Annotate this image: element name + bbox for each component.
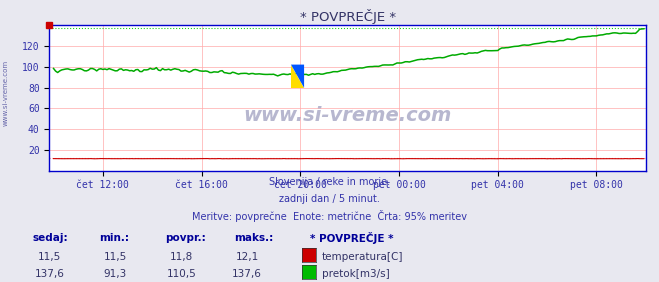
Polygon shape [291, 65, 304, 88]
Text: * POVPREČJE *: * POVPREČJE * [310, 232, 393, 244]
Text: 91,3: 91,3 [103, 268, 127, 279]
Text: 137,6: 137,6 [232, 268, 262, 279]
Text: Slovenija / reke in morje.: Slovenija / reke in morje. [269, 177, 390, 187]
Title: * POVPREČJE *: * POVPREČJE * [300, 9, 395, 24]
Text: sedaj:: sedaj: [33, 233, 69, 243]
Text: min.:: min.: [99, 233, 129, 243]
Text: Meritve: povprečne  Enote: metrične  Črta: 95% meritev: Meritve: povprečne Enote: metrične Črta:… [192, 210, 467, 222]
Text: temperatura[C]: temperatura[C] [322, 252, 403, 262]
Text: 137,6: 137,6 [34, 268, 65, 279]
Text: maks.:: maks.: [234, 233, 273, 243]
Polygon shape [291, 65, 304, 88]
Text: 11,5: 11,5 [38, 252, 61, 262]
Text: 11,8: 11,8 [169, 252, 193, 262]
Text: pretok[m3/s]: pretok[m3/s] [322, 268, 389, 279]
Text: povpr.:: povpr.: [165, 233, 206, 243]
Text: 110,5: 110,5 [166, 268, 196, 279]
Text: 11,5: 11,5 [103, 252, 127, 262]
Text: www.si-vreme.com: www.si-vreme.com [2, 60, 9, 126]
Text: zadnji dan / 5 minut.: zadnji dan / 5 minut. [279, 194, 380, 204]
Text: www.si-vreme.com: www.si-vreme.com [243, 106, 452, 125]
Text: 12,1: 12,1 [235, 252, 259, 262]
